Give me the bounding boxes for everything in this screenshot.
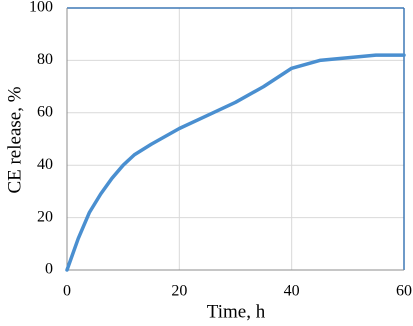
x-tick-label: 0 <box>63 283 71 300</box>
x-tick-label: 60 <box>396 283 412 300</box>
y-tick-label: 80 <box>37 51 53 68</box>
data-line <box>65 53 406 272</box>
y-tick-label: 40 <box>37 156 53 173</box>
y-axis-label: CE release, % <box>4 86 25 193</box>
x-tick-label: 40 <box>284 283 300 300</box>
y-tick-label: 20 <box>37 208 53 225</box>
y-tick-label: 0 <box>45 261 53 278</box>
x-tick-label: 20 <box>171 283 187 300</box>
y-tick-label: 100 <box>29 0 53 16</box>
x-axis-label: Time, h <box>207 301 266 322</box>
y-tick-label: 60 <box>37 103 53 120</box>
